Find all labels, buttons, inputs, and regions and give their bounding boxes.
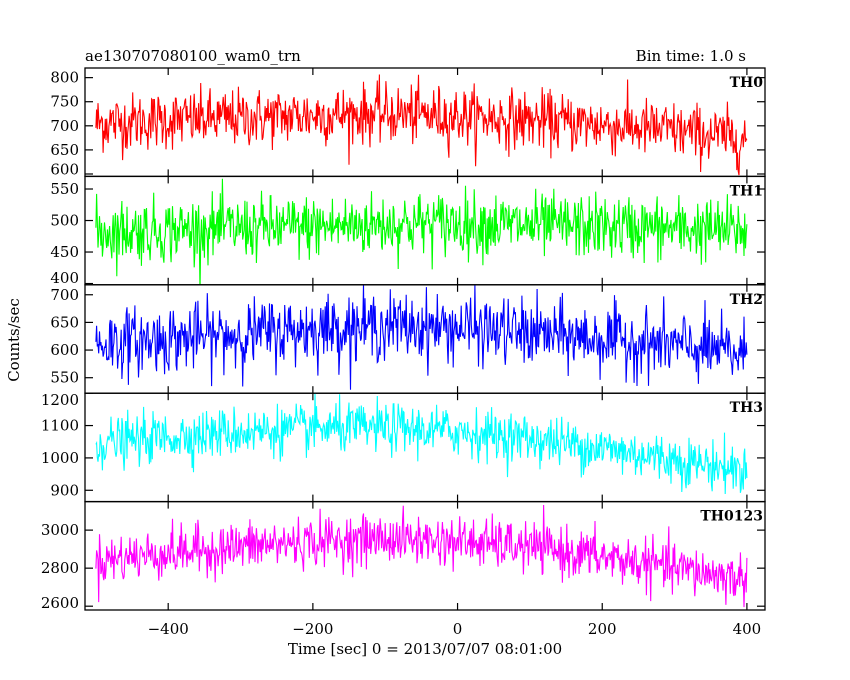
panel-frame <box>84 500 766 611</box>
y-tick-label: 750 <box>50 93 79 111</box>
y-tick-label: 450 <box>50 243 79 261</box>
panel-th1: 400 450 500 550 TH1 <box>50 175 766 287</box>
x-axis: −400 −200 0 200 400 <box>148 620 762 638</box>
x-tick-label: 200 <box>588 620 617 638</box>
panel-label: TH0123 <box>700 509 763 525</box>
x-tick-label: 400 <box>733 620 762 638</box>
y-tick-label: 500 <box>50 212 79 230</box>
y-tick-label: 1200 <box>41 391 79 409</box>
y-tick-label: 2600 <box>41 594 79 612</box>
y-axis-label: Counts/sec <box>5 298 23 382</box>
series-line-th2 <box>95 284 748 390</box>
y-tick-label: 600 <box>50 160 79 178</box>
panel-label: TH3 <box>730 400 763 416</box>
panel-label: TH0 <box>730 75 764 91</box>
series-line-th1 <box>95 178 748 285</box>
panel-th2: 550 600 650 700 TH2 <box>50 284 766 394</box>
series-line-th3 <box>95 393 748 495</box>
panel-th3: 900 1000 1100 1200 TH3 <box>41 391 766 503</box>
y-tick-label: 600 <box>50 341 79 359</box>
chart-title: ae130707080100_wam0_trn <box>85 47 301 65</box>
panel-label: TH2 <box>730 292 763 308</box>
x-tick-label: −200 <box>292 620 333 638</box>
y-tick-label: 550 <box>50 369 79 387</box>
y-tick-label: 1100 <box>41 417 79 435</box>
series-line-th0 <box>95 74 748 176</box>
y-tick-label: 400 <box>50 269 79 287</box>
y-tick-label: 800 <box>50 69 79 87</box>
y-tick-label: 650 <box>50 141 79 159</box>
x-axis-label: Time [sec] 0 = 2013/07/07 08:01:00 <box>288 640 562 658</box>
y-tick-label: 1000 <box>41 449 79 467</box>
y-tick-label: 650 <box>50 313 79 331</box>
series-line-th0123 <box>95 504 748 608</box>
panel-label: TH1 <box>730 183 763 199</box>
y-tick-label: 3000 <box>41 521 79 539</box>
x-tick-label: −400 <box>148 620 189 638</box>
y-tick-label: 550 <box>50 180 79 198</box>
x-tick-label: 0 <box>453 620 463 638</box>
panel-th0123: 2600 2800 3000 TH0123 <box>41 500 766 612</box>
y-tick-label: 2800 <box>41 559 79 577</box>
y-tick-label: 900 <box>50 481 79 499</box>
y-tick-label: 700 <box>50 286 79 304</box>
y-tick-label: 700 <box>50 117 79 135</box>
bin-time-label: Bin time: 1.0 s <box>636 47 746 65</box>
